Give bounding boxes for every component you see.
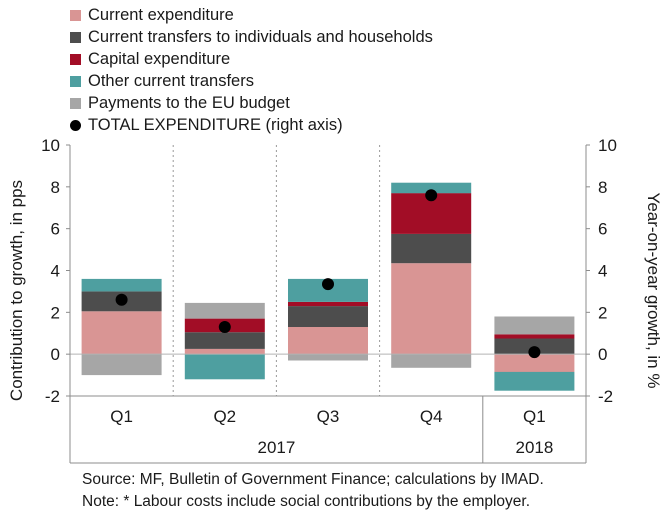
bar-segment-other-current-transfers [184, 354, 265, 380]
y2-tick-label: 0 [598, 345, 607, 364]
year-group-label: 2017 [257, 438, 295, 457]
legend-item-total-expenditure: TOTAL EXPENDITURE (right axis) [70, 114, 433, 136]
legend-dot-marker [70, 119, 81, 131]
y2-tick-label: 8 [598, 178, 607, 197]
source-note: Source: MF, Bulletin of Government Finan… [82, 471, 544, 488]
bar-segment-capital-expenditure [288, 301, 368, 307]
bar-segment-other-current-transfers [288, 278, 368, 302]
grid-layer [70, 145, 586, 396]
total-expenditure-marker [425, 189, 438, 202]
total-expenditure-marker [218, 321, 231, 333]
legend-item-current-transfers: Current transfers to individuals and hou… [70, 26, 433, 48]
bar-segment-capital-expenditure [494, 334, 575, 339]
legend-swatch [70, 75, 81, 87]
bar-segment-payments-to-the-eu-budget [494, 316, 575, 335]
legend-label: Capital expenditure [88, 49, 231, 68]
y-tick-label: 6 [51, 220, 60, 239]
footnote: Note: * Labour costs include social cont… [82, 493, 531, 510]
x-tick-label: Q1 [523, 407, 546, 426]
total-expenditure-marker [528, 346, 541, 359]
legend-swatch [70, 31, 81, 43]
y2-tick-label: 10 [598, 136, 617, 155]
chart-footer: Source: MF, Bulletin of Government Finan… [82, 469, 544, 513]
legend-label: Other current transfers [88, 71, 254, 90]
legend-label: Payments to the EU budget [88, 93, 290, 112]
y-tick-label: 2 [51, 303, 60, 322]
bar-segment-other-current-transfers [81, 278, 162, 292]
bar-segment-current-expenditure [391, 263, 472, 355]
legend-item-current-expenditure: Current expenditure [70, 4, 433, 26]
x-tick-label: Q2 [213, 407, 236, 426]
bar-segment-current-transfers-to-individuals-and-households [391, 233, 472, 264]
total-expenditure-marker [322, 278, 334, 291]
y2-axis-title: Year-on-year growth, in % [644, 193, 663, 389]
bar-segment-payments-to-the-eu-budget [81, 354, 162, 376]
x-tick-label: Q3 [317, 407, 340, 426]
bar-layer [81, 182, 575, 391]
y-tick-label: 0 [51, 345, 60, 364]
legend-swatch [70, 53, 81, 65]
y2-tick-label: 6 [598, 220, 607, 239]
legend-label: Current expenditure [88, 5, 234, 24]
y2-tick-label: -2 [598, 387, 613, 406]
bar-segment-payments-to-the-eu-budget [184, 302, 265, 319]
y2-tick-label: 2 [598, 303, 607, 322]
bar-segment-current-expenditure [81, 311, 162, 355]
bar-segment-current-transfers-to-individuals-and-households [184, 332, 265, 349]
y-axis-title: Contribution to growth, in pps [7, 180, 26, 401]
bar-segment-payments-to-the-eu-budget [391, 354, 472, 368]
year-group-label: 2018 [515, 438, 553, 457]
total-expenditure-marker [115, 293, 128, 306]
legend-swatch [70, 97, 81, 109]
bar-segment-current-transfers-to-individuals-and-households [288, 306, 368, 327]
y-tick-label: 10 [41, 136, 60, 155]
y-tick-label: -2 [45, 387, 60, 406]
y2-tick-label: 4 [598, 262, 607, 281]
bar-segment-other-current-transfers [494, 371, 575, 391]
bar-segment-current-expenditure [184, 348, 265, 355]
bar-segment-payments-to-the-eu-budget [288, 354, 368, 361]
bar-segment-current-expenditure [288, 327, 368, 355]
bar-segment-current-expenditure [494, 354, 575, 372]
legend-item-capital-expenditure: Capital expenditure [70, 48, 433, 70]
legend-label: TOTAL EXPENDITURE (right axis) [88, 115, 343, 134]
legend-item-other-current-transfers: Other current transfers [70, 70, 433, 92]
bar-segment-other-current-transfers [391, 182, 472, 194]
x-tick-label: Q4 [420, 407, 443, 426]
y-tick-label: 4 [51, 262, 60, 281]
legend-label: Current transfers to individuals and hou… [88, 27, 433, 46]
legend-item-payments-eu-budget: Payments to the EU budget [70, 92, 433, 114]
y-tick-label: 8 [51, 178, 60, 197]
axis-layer: -2 0 2 4 6 8 10 -2 0 2 4 6 8 10 Contribution to growth… [7, 136, 663, 464]
chart-legend: Current expenditure Current transfers to… [70, 4, 433, 136]
total-marker-layer [115, 189, 541, 359]
legend-swatch [70, 9, 81, 21]
x-tick-label: Q1 [110, 407, 133, 426]
